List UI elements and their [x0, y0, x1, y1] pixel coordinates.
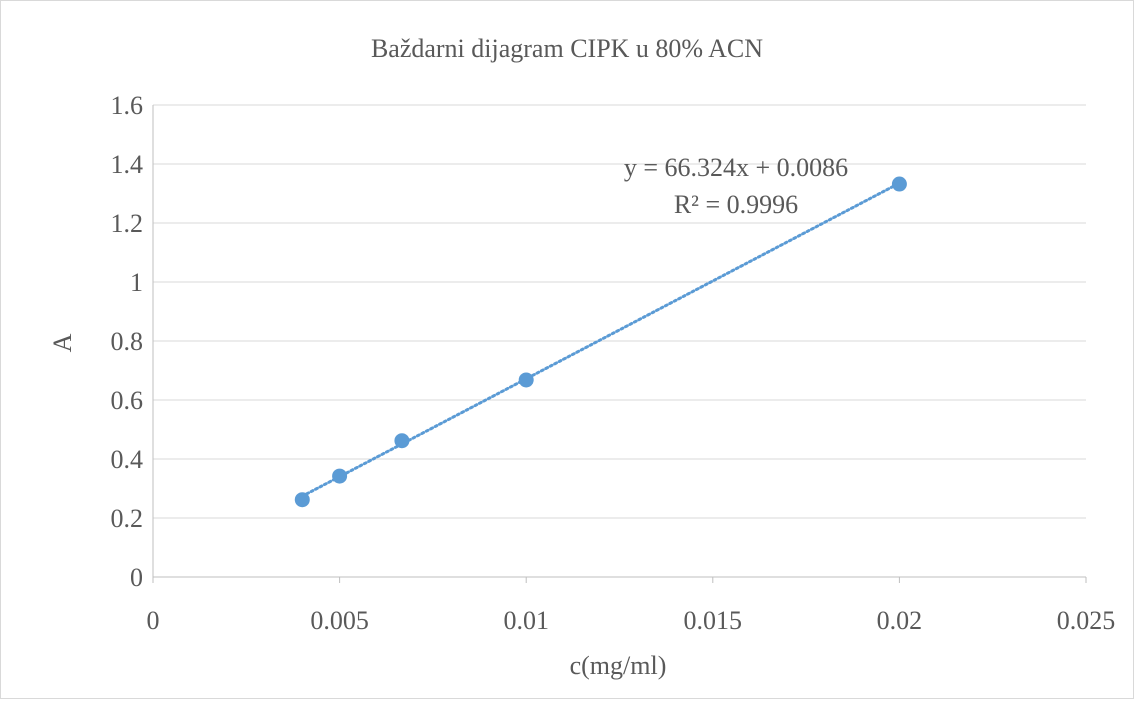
axes — [153, 105, 1086, 583]
trendline-r-squared: R² = 0.9996 — [674, 190, 798, 219]
y-tick-label: 1.6 — [111, 91, 144, 120]
x-tick-label: 0.015 — [684, 606, 743, 635]
y-tick-label: 1 — [130, 268, 143, 297]
trendline — [302, 183, 899, 496]
y-axis-title: A — [48, 333, 77, 352]
trendline-equation: y = 66.324x + 0.0086 — [624, 153, 848, 182]
gridlines — [153, 105, 1086, 518]
chart-title: Baždarni dijagram CIPK u 80% ACN — [371, 34, 763, 63]
data-point — [892, 177, 907, 192]
data-point — [332, 469, 347, 484]
y-tick-label: 0 — [130, 563, 143, 592]
x-axis-title: c(mg/ml) — [570, 651, 667, 680]
x-tick-label: 0.01 — [503, 606, 549, 635]
y-tick-label: 1.4 — [111, 150, 144, 179]
data-point — [394, 433, 409, 448]
data-point — [295, 492, 310, 507]
y-tick-label: 0.6 — [111, 386, 144, 415]
y-tick-label: 1.2 — [111, 209, 144, 238]
data-point — [519, 372, 534, 387]
y-tick-label: 0.4 — [111, 445, 144, 474]
x-tick-label: 0.02 — [877, 606, 923, 635]
x-tick-label: 0.025 — [1057, 606, 1116, 635]
trendline-group — [302, 183, 899, 496]
y-tick-label: 0.8 — [111, 327, 144, 356]
x-tick-labels: 0 0.005 0.01 0.015 0.02 0.025 — [147, 606, 1116, 635]
x-tick-label: 0.005 — [310, 606, 369, 635]
y-tick-label: 0.2 — [111, 504, 144, 533]
y-tick-labels: 0 0.2 0.4 0.6 0.8 1 1.2 1.4 1.6 — [111, 91, 144, 592]
x-tick-label: 0 — [147, 606, 160, 635]
